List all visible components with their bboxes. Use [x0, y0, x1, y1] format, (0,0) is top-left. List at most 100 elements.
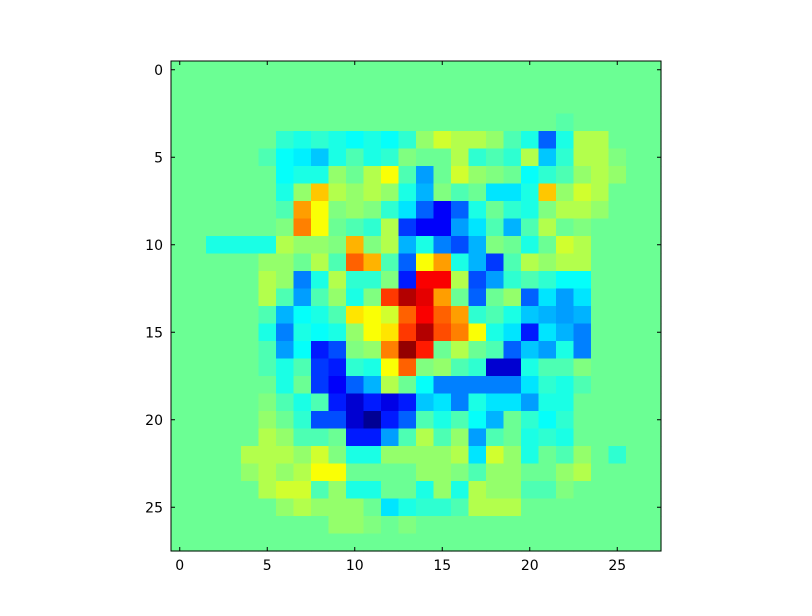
heatmap-cell	[416, 288, 435, 307]
heatmap-cell	[276, 78, 295, 97]
heatmap-cell	[276, 166, 295, 185]
heatmap-cell	[591, 131, 610, 150]
heatmap-cell	[311, 78, 330, 97]
heatmap-cell	[591, 481, 610, 500]
heatmap-cell	[381, 113, 400, 132]
heatmap-cell	[608, 498, 627, 517]
heatmap-cell	[276, 148, 295, 167]
heatmap-cell	[293, 131, 312, 150]
heatmap-cell	[171, 218, 190, 237]
heatmap-cell	[346, 218, 365, 237]
heatmap-cell	[468, 411, 487, 430]
heatmap-cell	[206, 253, 225, 272]
heatmap-cell	[363, 463, 382, 482]
heatmap-cell	[346, 533, 365, 552]
heatmap-cell	[608, 131, 627, 150]
heatmap-cell	[556, 288, 575, 307]
heatmap-cell	[276, 516, 295, 535]
heatmap-cell	[433, 131, 452, 150]
heatmap-cell	[451, 148, 470, 167]
heatmap-cell	[381, 236, 400, 255]
heatmap-cell	[293, 78, 312, 97]
heatmap-cell	[398, 113, 417, 132]
heatmap-cell	[538, 148, 557, 167]
heatmap-cell	[626, 201, 645, 220]
heatmap-cell	[433, 516, 452, 535]
heatmap-cell	[171, 376, 190, 395]
heatmap-cell	[328, 288, 347, 307]
heatmap-cell	[468, 376, 487, 395]
heatmap-cell	[521, 463, 540, 482]
heatmap-cell	[468, 61, 487, 80]
heatmap-cell	[241, 131, 260, 150]
heatmap-cell	[433, 78, 452, 97]
heatmap-cell	[503, 358, 522, 377]
heatmap-cell	[626, 218, 645, 237]
heatmap-cell	[521, 131, 540, 150]
heatmap-cell	[276, 218, 295, 237]
heatmap-cell	[398, 446, 417, 465]
heatmap-cell	[556, 323, 575, 342]
heatmap-cell	[556, 393, 575, 412]
heatmap-cell	[591, 148, 610, 167]
heatmap-cell	[398, 323, 417, 342]
heatmap-cell	[433, 533, 452, 552]
heatmap-cell	[328, 78, 347, 97]
heatmap-cell	[573, 96, 592, 115]
heatmap-cell	[328, 131, 347, 150]
heatmap-cell	[188, 481, 207, 500]
heatmap-cell	[346, 376, 365, 395]
heatmap-cell	[486, 61, 505, 80]
heatmap-cell	[171, 253, 190, 272]
heatmap-cell	[223, 428, 242, 447]
heatmap-cell	[591, 78, 610, 97]
x-tick-label: 15	[433, 558, 451, 574]
heatmap-cell	[643, 78, 662, 97]
heatmap-cell	[556, 113, 575, 132]
heatmap-cell	[398, 393, 417, 412]
heatmap-cell	[381, 96, 400, 115]
heatmap-cell	[591, 306, 610, 325]
heatmap-cell	[276, 428, 295, 447]
heatmap-cell	[416, 376, 435, 395]
heatmap-cell	[468, 533, 487, 552]
heatmap-cell	[416, 61, 435, 80]
heatmap-cell	[328, 113, 347, 132]
heatmap-cell	[363, 411, 382, 430]
heatmap-cell	[591, 218, 610, 237]
heatmap-cell	[503, 376, 522, 395]
heatmap-cell	[171, 481, 190, 500]
heatmap-cell	[591, 288, 610, 307]
heatmap-cell	[608, 78, 627, 97]
heatmap-cell	[416, 78, 435, 97]
heatmap-cell	[241, 463, 260, 482]
heatmap-cell	[591, 428, 610, 447]
heatmap-cell	[451, 376, 470, 395]
heatmap-cell	[346, 481, 365, 500]
heatmap-cell	[258, 218, 277, 237]
heatmap-cell	[556, 411, 575, 430]
heatmap-cell	[293, 61, 312, 80]
heatmap-cell	[626, 236, 645, 255]
heatmap-cell	[608, 358, 627, 377]
heatmap-cell	[521, 533, 540, 552]
heatmap-cell	[416, 446, 435, 465]
heatmap-cell	[293, 201, 312, 220]
heatmap-cell	[346, 253, 365, 272]
heatmap-cell	[451, 516, 470, 535]
heatmap-cell	[346, 323, 365, 342]
heatmap-cell	[398, 131, 417, 150]
heatmap-cell	[328, 218, 347, 237]
heatmap-cell	[416, 463, 435, 482]
heatmap-cell	[626, 358, 645, 377]
heatmap-cell	[451, 446, 470, 465]
heatmap-cell	[486, 498, 505, 517]
heatmap-cell	[311, 271, 330, 290]
heatmap-cell	[468, 113, 487, 132]
heatmap-cell	[188, 376, 207, 395]
heatmap-cell	[206, 358, 225, 377]
heatmap-cell	[521, 306, 540, 325]
heatmap-cell	[206, 61, 225, 80]
heatmap-cell	[206, 498, 225, 517]
heatmap-cell	[626, 323, 645, 342]
